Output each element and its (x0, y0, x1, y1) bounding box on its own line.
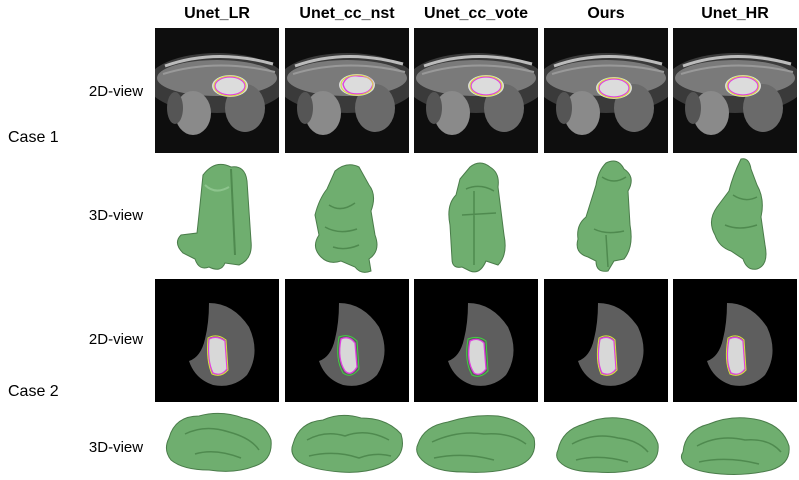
case2-3d-unet-cc-vote-render (414, 404, 538, 478)
case2-2d-unet-lr-image (155, 279, 279, 402)
case1-2d-unet-cc-nst-image (285, 28, 409, 153)
case2-2d-ours-image (544, 279, 668, 402)
case1-2d-unet-cc-vote-image (414, 28, 538, 153)
case2-3d-unet-hr-render (673, 404, 797, 478)
case1-2d-ours-image (544, 28, 668, 153)
row-label-case1-3d: 3D-view (88, 207, 144, 224)
case1-3d-ours-render (544, 155, 668, 277)
case1-3d-unet-lr-render (155, 155, 279, 277)
case-label-1: Case 1 (8, 129, 59, 146)
case-label-2: Case 2 (8, 383, 59, 400)
column-header-ours: Ours (587, 5, 625, 22)
case2-2d-unet-cc-nst-image (285, 279, 409, 402)
case2-3d-unet-lr-render (155, 404, 279, 478)
column-header-unet-cc-nst: Unet_cc_nst (299, 5, 395, 22)
case1-2d-unet-lr-image (155, 28, 279, 153)
row-label-case2-2d: 2D-view (88, 331, 144, 348)
column-header-unet-hr: Unet_HR (701, 5, 769, 22)
case2-2d-unet-hr-image (673, 279, 797, 402)
column-header-unet-lr: Unet_LR (184, 5, 250, 22)
case2-2d-unet-cc-vote-image (414, 279, 538, 402)
case1-3d-unet-hr-render (673, 155, 797, 277)
case1-3d-unet-cc-vote-render (414, 155, 538, 277)
case2-3d-unet-cc-nst-render (285, 404, 409, 478)
case1-2d-unet-hr-image (673, 28, 797, 153)
column-header-unet-cc-vote: Unet_cc_vote (423, 5, 529, 22)
case2-3d-ours-render (544, 404, 668, 478)
row-label-case1-2d: 2D-view (88, 83, 144, 100)
row-label-case2-3d: 3D-view (88, 439, 144, 456)
case1-3d-unet-cc-nst-render (285, 155, 409, 277)
